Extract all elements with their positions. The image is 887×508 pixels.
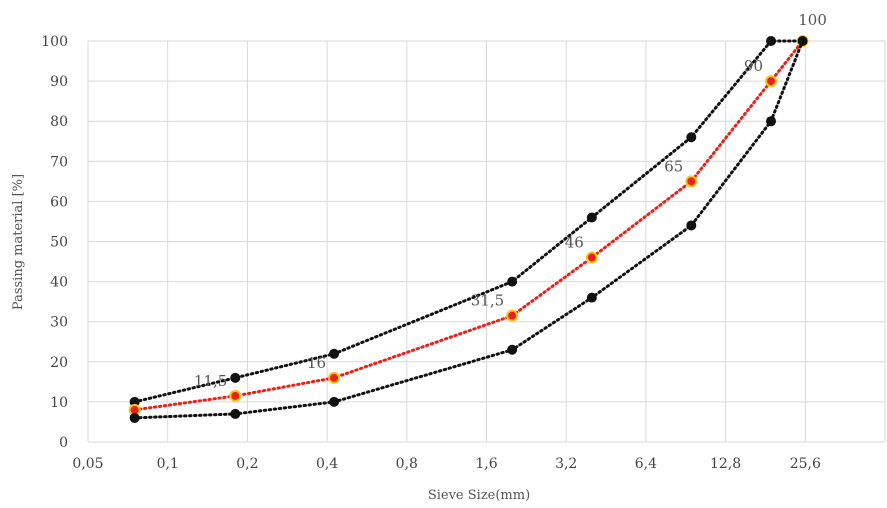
data-label: 16 <box>307 354 326 372</box>
data-label: 100 <box>798 11 827 29</box>
data-point <box>507 344 518 355</box>
data-label: 11,5 <box>194 372 227 390</box>
x-tick-label: 0,1 <box>157 456 179 472</box>
y-tick-label: 40 <box>50 275 68 291</box>
y-tick-label: 50 <box>50 235 68 251</box>
data-point <box>766 116 777 127</box>
series-line <box>133 39 805 412</box>
series-2 <box>128 35 809 416</box>
data-point <box>686 132 697 143</box>
y-tick-label: 100 <box>41 34 68 50</box>
y-axis-title: Passing material [%] <box>11 174 26 310</box>
data-point <box>586 292 597 303</box>
data-point <box>329 348 340 359</box>
series-line <box>133 39 805 404</box>
data-point <box>230 408 241 419</box>
y-tick-label: 0 <box>59 435 68 451</box>
data-point <box>229 389 242 402</box>
y-tick-label: 80 <box>50 114 68 130</box>
series-1 <box>129 36 808 407</box>
y-tick-label: 70 <box>50 154 68 170</box>
data-point <box>328 371 341 384</box>
data-point <box>585 251 598 264</box>
data-point <box>797 36 808 46</box>
series-3 <box>129 36 808 423</box>
y-tick-labels: 0 10 20 30 40 50 60 70 80 90 100 <box>41 34 68 451</box>
x-tick-label: 0,4 <box>316 456 338 472</box>
data-point <box>586 212 597 223</box>
y-tick-label: 90 <box>50 74 68 90</box>
data-point <box>766 36 777 46</box>
x-tick-label: 0,2 <box>236 456 258 472</box>
x-tick-label: 1,6 <box>475 456 497 472</box>
x-tick-label: 6,4 <box>635 456 657 472</box>
data-label: 31,5 <box>471 292 504 310</box>
data-point <box>506 309 519 322</box>
y-tick-label: 10 <box>50 395 68 411</box>
x-tick-label: 3,2 <box>555 456 577 472</box>
data-point <box>129 396 140 407</box>
data-point <box>686 220 697 231</box>
data-point <box>507 276 518 287</box>
x-tick-label: 25,6 <box>790 456 821 472</box>
data-point <box>230 372 241 383</box>
x-axis-title: Sieve Size(mm) <box>428 488 530 503</box>
y-tick-label: 60 <box>50 194 68 210</box>
y-tick-label: 30 <box>50 315 68 331</box>
x-tick-labels: 0,05 0,1 0,2 0,4 0,8 1,6 3,2 6,4 12,8 25,6 <box>72 456 821 472</box>
data-labels: 11,5 16 31,5 46 65 90 100 <box>194 11 827 390</box>
y-tick-label: 20 <box>50 355 68 371</box>
data-label: 65 <box>664 157 683 175</box>
x-tick-label: 0,8 <box>396 456 418 472</box>
data-label: 46 <box>565 234 584 252</box>
x-tick-label: 0,05 <box>72 456 103 472</box>
data-point <box>765 75 778 88</box>
series-line <box>133 39 805 420</box>
data-point <box>685 175 698 188</box>
data-point <box>329 396 340 407</box>
series-group <box>128 35 809 423</box>
x-tick-label: 12,8 <box>710 456 741 472</box>
data-point <box>129 412 140 423</box>
data-label: 90 <box>744 57 763 75</box>
